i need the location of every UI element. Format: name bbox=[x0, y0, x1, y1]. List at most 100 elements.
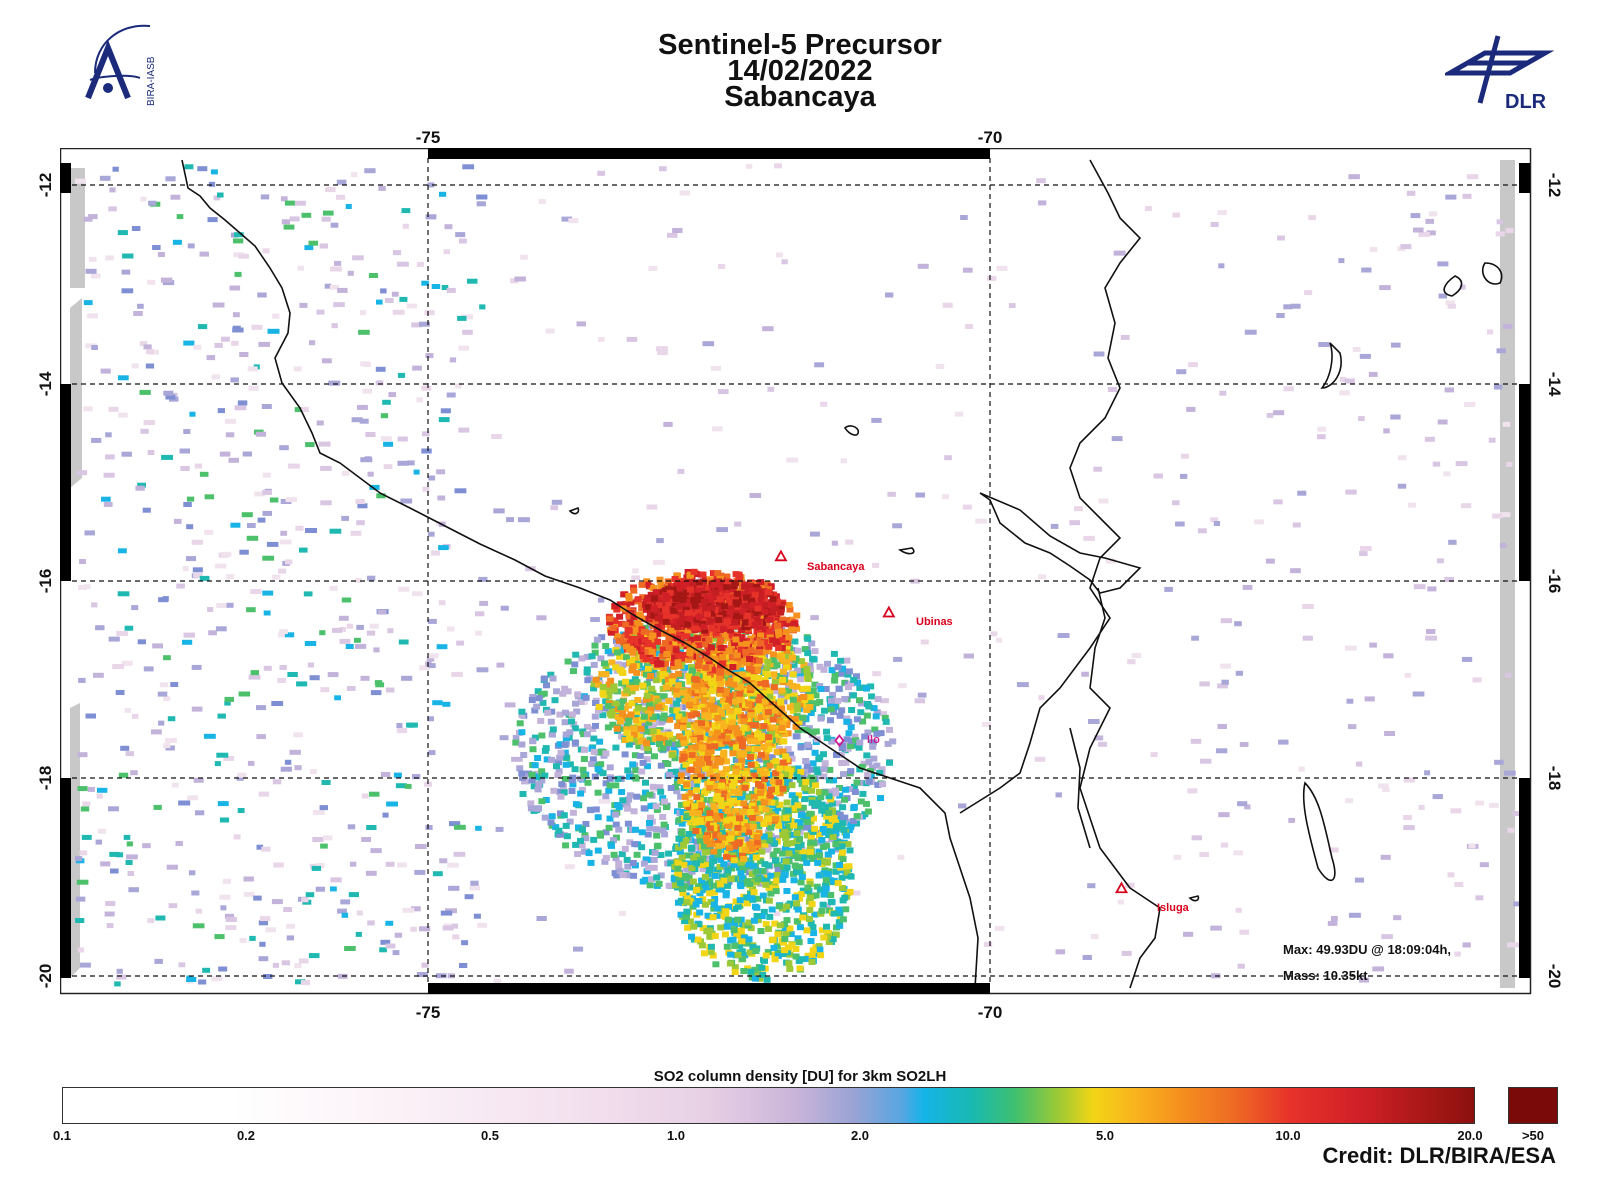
plume-pixel bbox=[714, 905, 722, 912]
plume-pixel bbox=[766, 701, 774, 707]
plume-pixel bbox=[797, 769, 805, 776]
noise-pixel bbox=[336, 179, 347, 185]
plume-pixel bbox=[580, 731, 588, 738]
noise-pixel bbox=[230, 377, 239, 383]
plume-pixel bbox=[644, 763, 651, 770]
plume-pixel bbox=[744, 922, 752, 929]
noise-pixel bbox=[105, 432, 112, 438]
noise-pixel bbox=[220, 905, 227, 911]
plume-pixel bbox=[647, 673, 655, 679]
noise-pixel bbox=[247, 523, 256, 528]
noise-pixel bbox=[391, 291, 399, 297]
noise-pixel bbox=[105, 255, 114, 261]
plume-pixel bbox=[750, 863, 758, 870]
plume-pixel bbox=[583, 653, 591, 660]
plume-pixel bbox=[781, 872, 789, 879]
plume-pixel bbox=[869, 743, 877, 750]
plume-pixel bbox=[768, 799, 776, 806]
plume-pixel bbox=[784, 640, 792, 647]
plume-pixel bbox=[824, 930, 832, 936]
plume-pixel bbox=[702, 849, 710, 856]
plume-pixel bbox=[790, 877, 798, 884]
noise-pixel bbox=[1454, 882, 1464, 887]
plume-pixel bbox=[808, 787, 816, 794]
noise-pixel bbox=[187, 795, 198, 801]
plume-pixel bbox=[783, 722, 791, 729]
noise-pixel bbox=[261, 846, 271, 852]
plume-pixel bbox=[649, 728, 657, 735]
noise-pixel bbox=[1235, 907, 1242, 913]
plume-pixel bbox=[726, 692, 734, 699]
plume-pixel bbox=[764, 742, 772, 749]
noise-pixel bbox=[1111, 436, 1123, 442]
plume-pixel bbox=[830, 910, 838, 917]
noise-pixel bbox=[1424, 770, 1431, 776]
plume-pixel bbox=[771, 707, 779, 714]
noise-pixel bbox=[217, 801, 229, 807]
noise-pixel bbox=[115, 852, 124, 858]
plume-pixel bbox=[865, 759, 873, 766]
plume-pixel bbox=[853, 813, 861, 820]
plume-pixel bbox=[722, 892, 730, 899]
plume-pixel bbox=[717, 740, 725, 747]
plume-pixel bbox=[615, 860, 623, 867]
plume-pixel bbox=[728, 865, 736, 872]
plume-pixel bbox=[677, 777, 685, 784]
plume-pixel bbox=[832, 868, 840, 875]
noise-pixel bbox=[412, 774, 421, 780]
plume-pixel bbox=[537, 717, 545, 724]
noise-pixel bbox=[365, 432, 376, 437]
plume-pixel bbox=[760, 833, 768, 840]
noise-pixel bbox=[412, 365, 422, 371]
noise-pixel bbox=[226, 574, 235, 580]
plume-pixel bbox=[775, 779, 783, 786]
plume-pixel bbox=[771, 920, 779, 927]
noise-pixel bbox=[965, 324, 974, 329]
plume-pixel bbox=[725, 822, 733, 829]
plume-pixel bbox=[782, 930, 790, 937]
plume-pixel bbox=[835, 906, 843, 913]
noise-pixel bbox=[233, 834, 241, 840]
noise-pixel bbox=[871, 417, 882, 423]
plume-pixel bbox=[777, 873, 785, 880]
plume-pixel bbox=[781, 828, 789, 835]
plume-pixel bbox=[628, 688, 636, 695]
noise-pixel bbox=[84, 530, 95, 536]
plume-pixel bbox=[815, 872, 823, 879]
plume-pixel bbox=[623, 643, 630, 650]
plume-pixel bbox=[730, 927, 738, 934]
plume-pixel bbox=[584, 779, 592, 786]
plume-pixel bbox=[843, 657, 851, 664]
noise-pixel bbox=[285, 497, 297, 503]
plume-pixel bbox=[633, 669, 641, 676]
noise-pixel bbox=[1220, 663, 1231, 669]
noise-pixel bbox=[1220, 842, 1229, 848]
plume-pixel bbox=[842, 863, 850, 870]
plume-pixel bbox=[823, 923, 830, 930]
plume-pixel bbox=[753, 738, 761, 745]
noise-pixel bbox=[260, 194, 270, 200]
plume-pixel bbox=[695, 832, 703, 839]
noise-pixel bbox=[1348, 912, 1361, 918]
plume-pixel bbox=[790, 822, 798, 829]
noise-pixel bbox=[258, 920, 268, 926]
plume-pixel bbox=[739, 955, 747, 962]
noise-pixel bbox=[1346, 698, 1354, 704]
plume-pixel bbox=[868, 693, 876, 700]
noise-pixel bbox=[424, 781, 433, 787]
plume-pixel bbox=[769, 724, 777, 731]
noise-pixel bbox=[382, 399, 391, 405]
plume-pixel bbox=[734, 684, 742, 691]
plume-pixel bbox=[730, 857, 738, 864]
noise-pixel bbox=[1180, 453, 1189, 459]
plume-pixel bbox=[579, 826, 586, 833]
plume-pixel bbox=[739, 826, 747, 833]
noise-pixel bbox=[1408, 502, 1416, 508]
plume-pixel bbox=[789, 654, 796, 661]
plume-pixel bbox=[734, 951, 742, 958]
noise-pixel bbox=[1283, 304, 1293, 310]
plume-pixel bbox=[797, 812, 805, 819]
plume-pixel bbox=[630, 725, 638, 732]
plume-pixel bbox=[826, 877, 834, 884]
plume-pixel bbox=[817, 686, 825, 692]
